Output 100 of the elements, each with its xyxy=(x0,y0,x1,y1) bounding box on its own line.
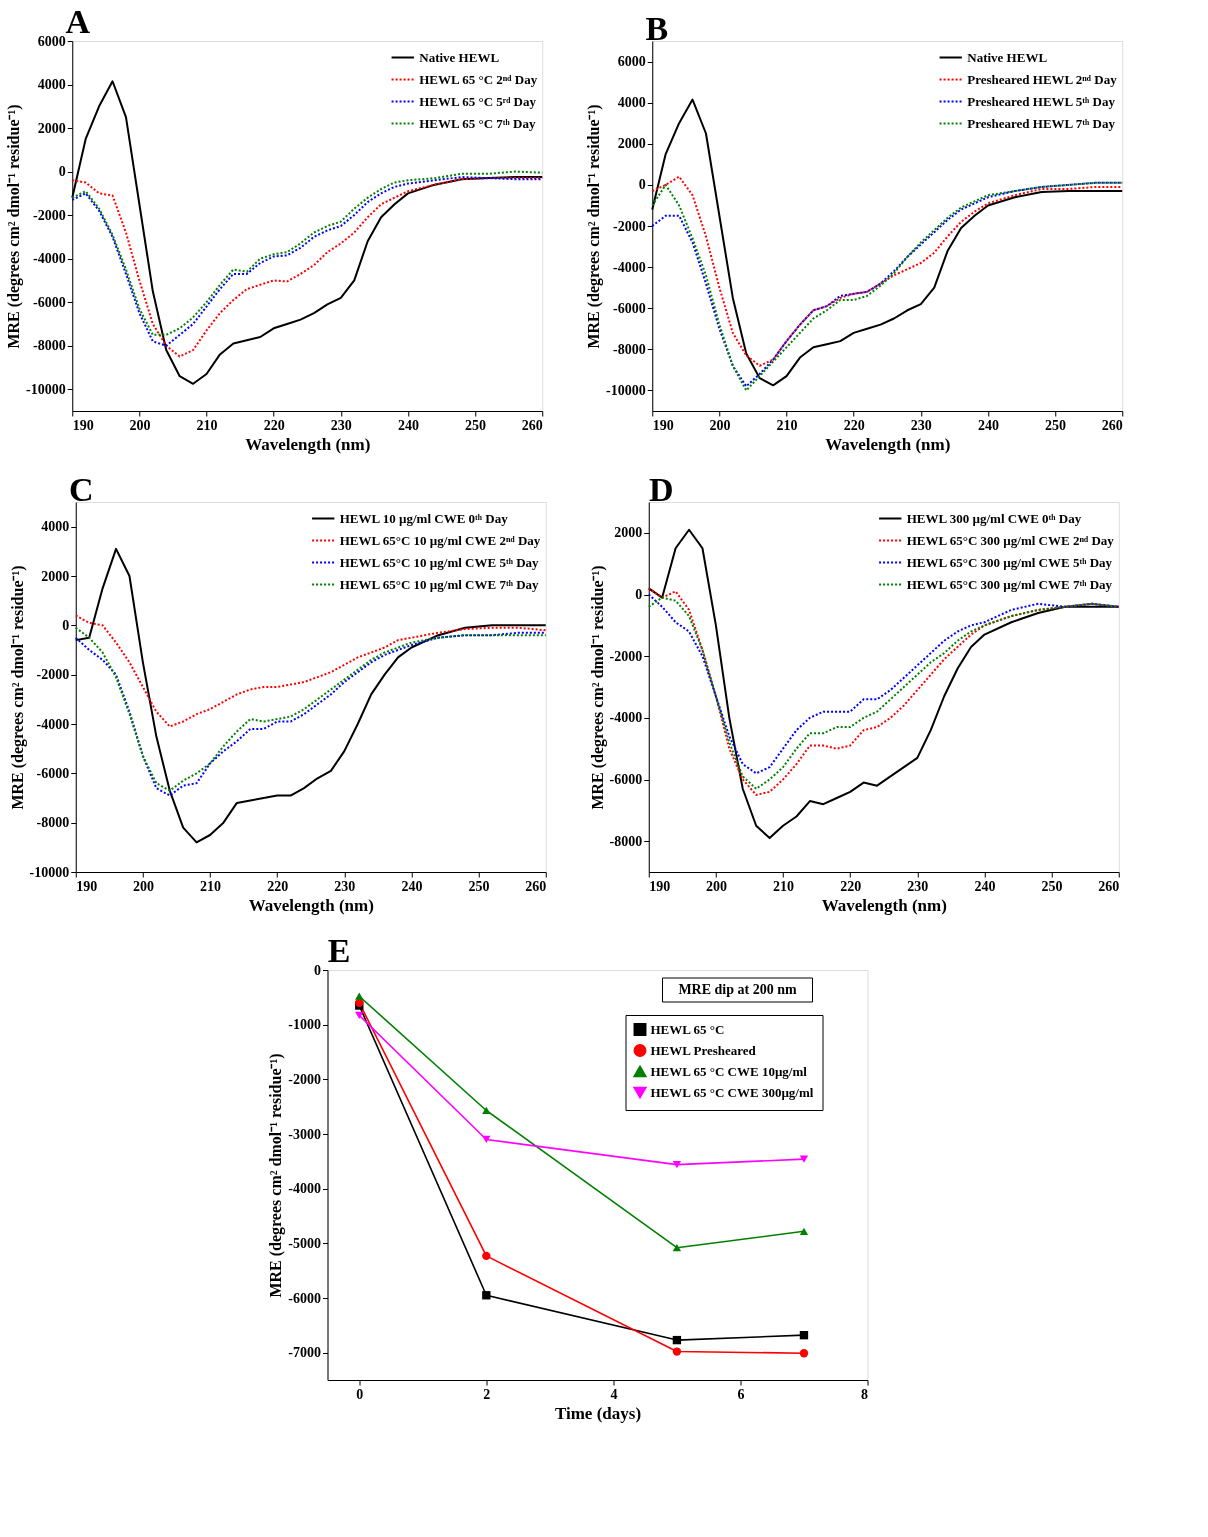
y-axis-title: MRE (degrees cm² dmol⁻¹ residue⁻¹) xyxy=(267,1053,286,1298)
x-tick-label: 260 xyxy=(1098,878,1120,894)
y-tick-label: -6000 xyxy=(36,765,70,781)
x-tick-label: 2 xyxy=(483,1386,491,1402)
legend-label: Native HEWL xyxy=(419,49,500,65)
x-tick-label: 260 xyxy=(1101,417,1123,433)
legend-label: Presheared HEWL 5ᵗʰ Day xyxy=(967,93,1116,109)
x-tick-label: 230 xyxy=(907,878,929,894)
y-tick-label: 0 xyxy=(62,617,70,633)
x-axis-title: Time (days) xyxy=(554,1403,642,1423)
y-tick-label: -2000 xyxy=(609,648,643,664)
chart-title: B xyxy=(645,10,669,47)
x-tick-label: 250 xyxy=(1041,878,1063,894)
x-tick-label: 230 xyxy=(330,417,352,433)
y-axis-title: MRE (degrees cm² dmol⁻¹ residue⁻¹) xyxy=(8,565,27,810)
x-axis-title: Wavelength (nm) xyxy=(245,434,371,454)
legend-label: HEWL 65°C 300 µg/ml CWE 7ᵗʰ Day xyxy=(906,576,1113,592)
x-tick-label: 190 xyxy=(72,417,94,433)
point xyxy=(482,1251,491,1261)
y-tick-label: -1000 xyxy=(288,1017,321,1033)
point xyxy=(672,1335,682,1345)
legend-label: HEWL 65 °C xyxy=(650,1021,725,1037)
point xyxy=(482,1106,491,1115)
x-tick-label: 220 xyxy=(267,878,289,894)
x-tick-label: 230 xyxy=(910,417,932,433)
y-tick-label: -6000 xyxy=(609,772,643,787)
x-axis-title: Wavelength (nm) xyxy=(825,434,951,454)
x-tick-label: 200 xyxy=(709,417,731,433)
legend-label: HEWL 65°C 10 µg/ml CWE 2ⁿᵈ Day xyxy=(339,532,541,548)
y-tick-label: -6000 xyxy=(33,294,66,310)
x-tick-label: 240 xyxy=(977,417,999,433)
point xyxy=(482,1135,491,1144)
x-tick-label: 4 xyxy=(610,1386,618,1402)
legend-label: HEWL 65 °C CWE 300µg/ml xyxy=(650,1084,814,1100)
legend-label: HEWL 65 °C CWE 10µg/ml xyxy=(650,1063,808,1079)
y-tick-label: -2000 xyxy=(36,667,70,683)
x-tick-label: 250 xyxy=(468,878,490,894)
y-tick-label: 4000 xyxy=(37,77,66,93)
line-series xyxy=(74,614,547,728)
x-tick-label: 240 xyxy=(397,417,419,433)
legend-label: HEWL 65 °C 2ⁿᵈ Day xyxy=(419,71,538,87)
annotation: MRE dip at 200 nm xyxy=(678,982,797,997)
x-tick-label: 200 xyxy=(129,417,151,433)
y-tick-label: -2000 xyxy=(613,218,646,234)
y-axis-title: MRE (degrees cm² dmol⁻¹ residue⁻¹) xyxy=(588,565,607,810)
y-tick-label: -8000 xyxy=(613,341,646,357)
point xyxy=(672,1347,682,1356)
y-tick-label: -3000 xyxy=(288,1126,321,1142)
x-tick-label: 260 xyxy=(525,878,547,894)
y-tick-label: -4000 xyxy=(288,1181,321,1197)
x-axis-title: Wavelength (nm) xyxy=(248,895,374,915)
legend-label: HEWL 65°C 300 µg/ml CWE 2ⁿᵈ Day xyxy=(906,532,1115,548)
x-tick-label: 240 xyxy=(974,878,996,894)
x-tick-label: 220 xyxy=(843,417,865,433)
y-tick-label: 0 xyxy=(638,177,646,193)
legend-label: HEWL 10 µg/ml CWE 0ᵗʰ Day xyxy=(339,510,509,526)
y-tick-label: -2000 xyxy=(288,1071,321,1087)
y-axis-title: MRE (degrees cm² dmol⁻¹ residue⁻¹) xyxy=(5,104,24,349)
x-tick-label: 200 xyxy=(705,878,727,894)
x-tick-label: 6 xyxy=(737,1386,745,1402)
y-tick-label: 6000 xyxy=(617,54,646,70)
x-tick-label: 250 xyxy=(465,417,487,433)
x-tick-label: 230 xyxy=(334,878,356,894)
y-tick-label: -8000 xyxy=(33,338,66,354)
x-tick-label: 250 xyxy=(1045,417,1067,433)
y-axis-title: MRE (degrees cm² dmol⁻¹ residue⁻¹) xyxy=(585,104,604,349)
y-tick-label: 2000 xyxy=(41,568,70,584)
y-tick-label: -8000 xyxy=(609,833,643,849)
x-tick-label: 210 xyxy=(200,878,222,894)
y-tick-label: -4000 xyxy=(613,259,646,275)
legend-label: Presheared HEWL 7ᵗʰ Day xyxy=(967,115,1116,131)
y-tick-label: -8000 xyxy=(36,815,70,831)
point xyxy=(355,992,364,1000)
point xyxy=(672,1244,682,1252)
x-tick-label: 220 xyxy=(263,417,285,433)
x-tick-label: 210 xyxy=(773,878,795,894)
x-tick-label: 210 xyxy=(196,417,218,433)
point xyxy=(799,1227,809,1235)
x-tick-label: 190 xyxy=(649,878,671,894)
y-tick-label: -6000 xyxy=(288,1290,321,1306)
y-tick-label: -10000 xyxy=(606,382,646,398)
chart-title: A xyxy=(65,3,91,40)
x-tick-label: 190 xyxy=(76,878,98,894)
y-tick-label: 0 xyxy=(635,587,643,602)
legend-label: HEWL 300 µg/ml CWE 0ᵗʰ Day xyxy=(906,510,1082,526)
y-tick-label: -10000 xyxy=(29,864,70,880)
y-tick-label: -5000 xyxy=(288,1235,321,1251)
y-tick-label: 2000 xyxy=(37,120,66,136)
point xyxy=(355,1011,364,1019)
y-tick-label: -10000 xyxy=(26,381,66,397)
y-tick-label: 2000 xyxy=(617,136,646,152)
legend-label: HEWL 65°C 300 µg/ml CWE 5ᵗʰ Day xyxy=(906,554,1113,570)
y-tick-label: 2000 xyxy=(614,525,643,541)
x-tick-label: 210 xyxy=(776,417,798,433)
y-tick-label: -6000 xyxy=(613,300,646,316)
y-tick-label: -7000 xyxy=(288,1345,321,1361)
y-tick-label: 6000 xyxy=(37,33,66,49)
point xyxy=(799,1155,809,1163)
legend-label: HEWL 65°C 10 µg/ml CWE 5ᵗʰ Day xyxy=(339,554,540,570)
legend-label: HEWL 65 °C 5ʳᵈ Day xyxy=(419,93,537,109)
